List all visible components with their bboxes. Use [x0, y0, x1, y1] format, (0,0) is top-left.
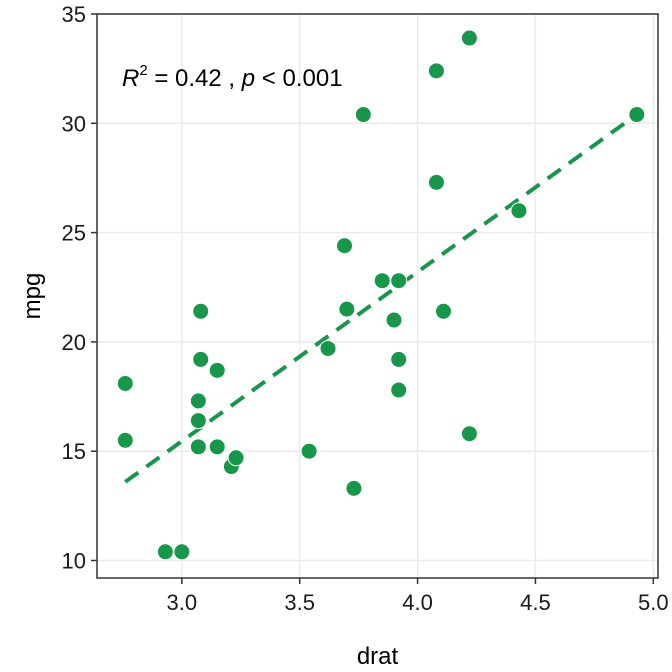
data-point [435, 302, 452, 320]
x-axis-title: drat [357, 643, 399, 670]
data-point [208, 361, 226, 379]
data-point [427, 173, 445, 191]
data-point [189, 392, 207, 410]
data-point [227, 449, 245, 467]
x-tick-label: 4.5 [520, 590, 551, 615]
y-tick-label: 30 [62, 111, 86, 136]
p-symbol: p [241, 65, 255, 92]
data-point [390, 381, 408, 399]
y-tick-label: 35 [62, 2, 86, 27]
data-point [192, 350, 210, 368]
data-point [390, 350, 408, 368]
data-point [338, 300, 356, 318]
y-tick-label: 15 [62, 439, 86, 464]
data-points [116, 29, 646, 561]
y-axis-ticks: 10 15 20 25 30 35 [62, 2, 97, 574]
data-point [427, 62, 445, 80]
plot-panel-border [96, 13, 659, 579]
p-value: < 0.001 [255, 65, 342, 92]
y-tick-label: 25 [62, 221, 86, 246]
x-tick-label: 4.0 [402, 590, 433, 615]
stats-annotation: R2 = 0.42 , p < 0.001 [122, 62, 343, 92]
data-point [116, 374, 134, 392]
data-point [385, 311, 403, 329]
y-tick-label: 10 [62, 549, 86, 574]
y-tick-label: 20 [62, 330, 86, 355]
y-axis-title: mpg [19, 273, 46, 320]
data-point [354, 106, 372, 124]
data-point [373, 272, 391, 290]
data-point [336, 237, 353, 255]
plot-panel-background [97, 14, 658, 578]
data-point [116, 431, 134, 449]
data-point [300, 442, 318, 460]
data-point [173, 543, 191, 561]
r-squared-exponent: 2 [139, 62, 147, 79]
r-squared-symbol: R [122, 65, 139, 92]
data-point [510, 202, 528, 220]
x-tick-label: 5.0 [638, 590, 669, 615]
data-point [460, 29, 478, 47]
regression-line [124, 112, 638, 484]
data-point [628, 106, 646, 124]
data-point [156, 543, 174, 561]
data-point [189, 438, 207, 456]
data-point [319, 339, 337, 357]
data-point [192, 302, 210, 320]
data-point [460, 425, 478, 443]
data-point [345, 479, 363, 497]
data-point [390, 272, 408, 290]
x-axis-ticks: 3.0 3.5 4.0 4.5 5.0 [167, 578, 669, 615]
x-tick-label: 3.5 [284, 590, 315, 615]
x-tick-label: 3.0 [167, 590, 198, 615]
regression-line-group [124, 112, 638, 484]
data-point [208, 438, 226, 456]
data-point [189, 412, 207, 430]
r-squared-value: = 0.42 , [148, 65, 242, 92]
